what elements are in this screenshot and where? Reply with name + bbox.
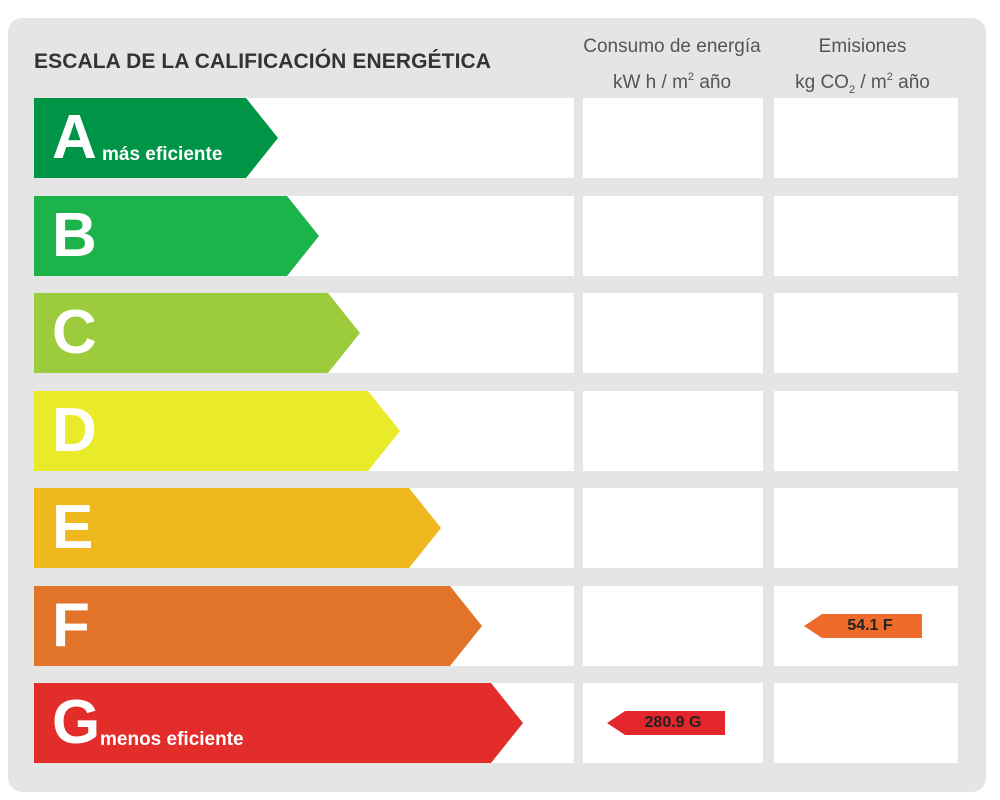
consumo-header-unit: kW h / m2 año — [612, 71, 732, 93]
consumo-cell-a — [583, 98, 763, 178]
grade-arrow-f: F — [34, 586, 482, 666]
consumo-header: Consumo de energía kW h / m2 año — [572, 31, 772, 98]
emisiones-cell-e — [774, 488, 958, 568]
emisiones-rating-value: 54.1 F — [847, 617, 893, 634]
consumo-rating-marker: 280.9 G — [607, 711, 725, 735]
grade-letter: D — [52, 396, 97, 465]
grade-arrow-c: C — [34, 293, 360, 373]
consumo-cell-c — [583, 293, 763, 373]
grade-letter: E — [52, 493, 94, 562]
grade-letter: F — [52, 591, 90, 660]
consumo-cell-e — [583, 488, 763, 568]
consumo-cell-b — [583, 196, 763, 276]
consumo-header-line1: Consumo de energía — [583, 36, 761, 57]
emisiones-cell-f: 54.1 F — [774, 586, 958, 666]
grade-row-f: F — [34, 586, 574, 666]
consumo-cell-g: 280.9 G — [583, 683, 763, 763]
grade-row-e: E — [34, 488, 574, 568]
grade-row-c: C — [34, 293, 574, 373]
emisiones-rating-marker: 54.1 F — [804, 614, 922, 638]
grade-row-b: B — [34, 196, 574, 276]
grade-sublabel: más eficiente — [102, 144, 223, 165]
grade-row-d: D — [34, 391, 574, 471]
consumo-cell-d — [583, 391, 763, 471]
grade-letter: A — [52, 103, 97, 172]
scale-title: ESCALA DE LA CALIFICACIÓN ENERGÉTICA — [34, 50, 492, 73]
emisiones-header: Emisiones kg CO2 / m2 año — [770, 31, 955, 106]
emisiones-cell-c — [774, 293, 958, 373]
grade-arrow-e: E — [34, 488, 441, 568]
consumo-rating-value: 280.9 G — [644, 714, 702, 731]
grade-arrow-d: D — [34, 391, 400, 471]
emisiones-header-line1: Emisiones — [818, 36, 907, 57]
emisiones-cell-g — [774, 683, 958, 763]
emisiones-cell-a — [774, 98, 958, 178]
emisiones-header-unit: kg CO2 / m2 año — [795, 71, 930, 96]
grade-letter: G — [52, 688, 101, 757]
emisiones-cell-b — [774, 196, 958, 276]
grade-arrow-b: B — [34, 196, 319, 276]
grade-letter: C — [52, 298, 97, 367]
grade-letter: B — [52, 201, 97, 270]
emisiones-cell-d — [774, 391, 958, 471]
grade-sublabel: menos eficiente — [100, 729, 244, 750]
consumo-cell-f — [583, 586, 763, 666]
